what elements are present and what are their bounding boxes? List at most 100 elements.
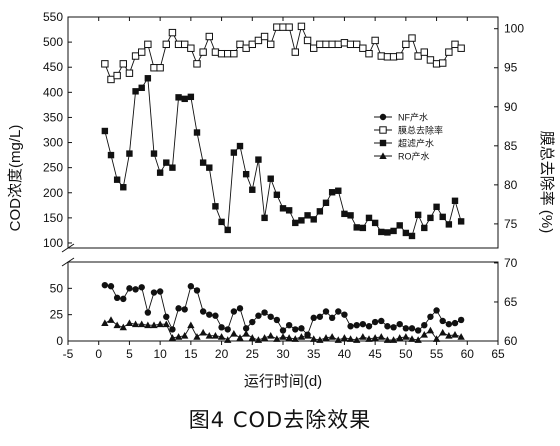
- data-point: [421, 224, 428, 232]
- data-point: [107, 316, 115, 323]
- data-point: [341, 311, 348, 318]
- left-tick-label: 150: [43, 211, 63, 225]
- data-point: [242, 325, 250, 332]
- data-point: [426, 56, 435, 64]
- data-point: [445, 221, 453, 228]
- right-tick-label: 75: [504, 217, 518, 231]
- data-point: [267, 40, 275, 49]
- data-point: [113, 71, 121, 80]
- data-point: [297, 22, 306, 31]
- right-tick-label: 60: [504, 334, 518, 348]
- data-point: [402, 325, 410, 332]
- data-point: [322, 308, 330, 315]
- data-point: [402, 229, 410, 237]
- data-point: [432, 335, 441, 342]
- data-point: [212, 312, 219, 319]
- data-point: [378, 317, 385, 325]
- data-point: [414, 211, 422, 219]
- left-tick-label: 400: [43, 85, 63, 99]
- data-point: [340, 39, 349, 47]
- data-point: [101, 281, 109, 289]
- data-point: [175, 305, 182, 312]
- data-point: [310, 216, 317, 223]
- data-point: [205, 332, 213, 339]
- data-point: [334, 40, 342, 49]
- data-point: [138, 284, 145, 291]
- x-tick-label: 50: [399, 347, 413, 361]
- data-point: [389, 336, 398, 343]
- data-point: [408, 335, 416, 342]
- left-y-axis-label: COD浓度(mg/L): [7, 125, 24, 232]
- data-point: [427, 313, 434, 320]
- data-point: [199, 328, 207, 336]
- data-point: [279, 23, 287, 31]
- right-tick-label: 90: [504, 100, 518, 114]
- data-point: [169, 164, 176, 171]
- left-tick-label: 350: [43, 110, 63, 124]
- data-point: [365, 214, 373, 222]
- data-point: [174, 40, 183, 49]
- data-point: [144, 309, 152, 316]
- data-point: [261, 309, 268, 316]
- data-point: [113, 321, 121, 329]
- data-point: [187, 44, 195, 52]
- data-point: [298, 217, 305, 224]
- left-tick-label: 200: [43, 186, 63, 200]
- data-point: [249, 318, 256, 326]
- data-point: [193, 333, 201, 340]
- data-point: [297, 333, 306, 340]
- x-axis-label: 运行时间(d): [244, 373, 322, 390]
- right-tick-label: 65: [504, 295, 518, 309]
- data-point: [451, 319, 459, 327]
- data-point: [359, 333, 367, 340]
- data-point: [365, 49, 373, 58]
- data-point: [439, 59, 447, 67]
- data-point: [187, 93, 195, 101]
- data-point: [445, 320, 453, 328]
- legend-marker: [379, 126, 387, 134]
- data-point: [248, 334, 256, 341]
- data-point: [414, 336, 422, 343]
- data-point: [150, 289, 158, 296]
- data-point: [230, 149, 238, 156]
- data-point: [316, 313, 324, 320]
- data-point: [335, 308, 342, 315]
- data-point: [346, 40, 355, 49]
- left-tick-label: 300: [43, 136, 63, 150]
- data-point: [193, 287, 201, 294]
- data-point: [359, 44, 367, 52]
- x-tick-label: 30: [276, 347, 290, 361]
- data-point: [445, 48, 453, 56]
- data-point: [144, 75, 152, 82]
- data-point: [181, 95, 188, 103]
- right-tick-label: 80: [504, 178, 518, 192]
- data-point: [457, 44, 465, 52]
- data-point: [433, 203, 440, 211]
- cod-chart: -5 0 5 10 15 20 25 30 35 40 45 50 55 60 65100150200250…: [7, 10, 555, 390]
- axis-break-mark: [61, 257, 75, 267]
- data-point: [359, 320, 367, 328]
- data-point: [267, 332, 275, 339]
- data-point: [156, 169, 164, 176]
- data-point: [353, 322, 360, 329]
- data-point: [384, 229, 391, 236]
- data-point: [291, 48, 299, 56]
- data-point: [254, 36, 263, 45]
- data-point: [205, 32, 213, 41]
- data-point: [156, 288, 164, 295]
- data-point: [273, 23, 281, 31]
- data-point: [328, 40, 336, 49]
- data-point: [402, 333, 410, 340]
- data-point: [303, 332, 312, 339]
- data-point: [451, 197, 459, 204]
- data-point: [181, 306, 188, 313]
- data-point: [144, 40, 152, 49]
- data-point: [187, 283, 195, 290]
- data-point: [107, 283, 115, 290]
- data-point: [261, 214, 268, 222]
- data-point: [126, 285, 133, 292]
- data-point: [439, 213, 446, 221]
- data-point: [101, 127, 109, 135]
- data-point: [150, 64, 158, 72]
